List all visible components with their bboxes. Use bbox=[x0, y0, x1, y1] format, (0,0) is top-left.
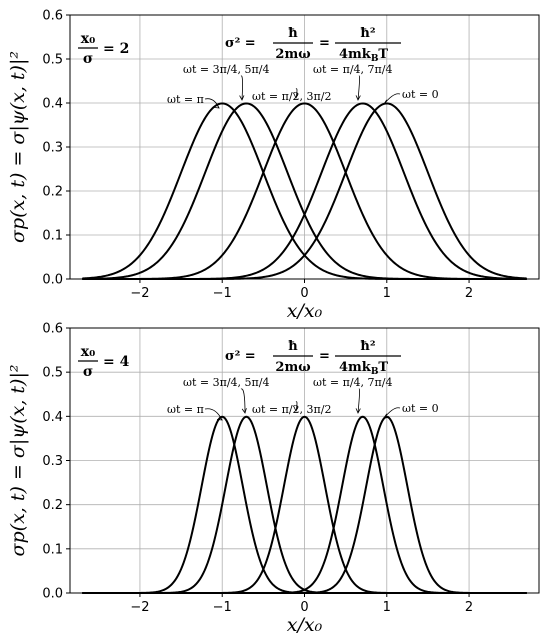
x-tick-label: 2 bbox=[465, 600, 473, 615]
ratio-denominator: σ bbox=[83, 364, 93, 380]
y-axis-label: σp(x, t) = σ|ψ(x, t)|² bbox=[7, 51, 29, 243]
annotation-label: ωt = 0 bbox=[402, 402, 439, 415]
annotation-label: ωt = π/2, 3π/2 bbox=[252, 90, 331, 103]
annotation-arrowhead bbox=[293, 93, 299, 99]
chart-panel-2: −2 −1 0 1 2 0.0 0.1 0.2 0.3 0.4 0.5 0.6 x/x₀ σp(x, t)… bbox=[7, 322, 540, 635]
annotation-arrow bbox=[357, 388, 360, 414]
y-tick-label: 0.2 bbox=[42, 498, 63, 513]
formula-frac2-den-tail: T bbox=[378, 360, 388, 375]
x-tick-label: 1 bbox=[383, 286, 391, 301]
ratio-numerator: x₀ bbox=[81, 31, 95, 47]
annotation-arrowhead bbox=[355, 408, 361, 414]
formula-frac1-den: 2mω bbox=[275, 360, 310, 375]
ratio-value: = 4 bbox=[103, 354, 130, 370]
chart-panel-1: −2 −1 0 1 2 0.0 0.1 0.2 0.3 0.4 0.5 0.6 x/x₀ σp(x, t)… bbox=[7, 9, 540, 322]
y-tick-label: 0.6 bbox=[42, 9, 63, 24]
annotation-arrow bbox=[295, 88, 298, 99]
formula-lhs: σ² = bbox=[225, 349, 256, 364]
y-tick-label: 0.5 bbox=[42, 366, 63, 381]
annotation-arrow bbox=[240, 388, 246, 414]
annotation-arrow bbox=[295, 401, 298, 412]
x-tick-label: 1 bbox=[383, 600, 391, 615]
y-tick-label: 0.3 bbox=[42, 141, 63, 156]
formula-frac1-den: 2mω bbox=[275, 47, 310, 62]
y-tick-label: 0.6 bbox=[42, 322, 63, 337]
x-tick-label: −2 bbox=[130, 600, 149, 615]
formula-frac1-num: ħ bbox=[288, 339, 298, 354]
formula-frac2-den: 4mkBT bbox=[339, 47, 388, 64]
x-tick-label: −1 bbox=[213, 600, 232, 615]
formula-frac2-den-sub: B bbox=[371, 367, 379, 377]
annotation-arrowhead bbox=[355, 95, 361, 101]
y-tick-label: 0.1 bbox=[42, 229, 63, 244]
x-axis-label: x/x₀ bbox=[287, 614, 323, 635]
x-tick-label: 0 bbox=[300, 600, 308, 615]
formula-lhs: σ² = bbox=[225, 36, 256, 51]
formula-frac2-num: ħ² bbox=[360, 26, 375, 41]
formula-frac2-den-sub: B bbox=[371, 54, 379, 64]
x-tick-label: 2 bbox=[465, 286, 473, 301]
annotation-arrowhead bbox=[383, 413, 390, 419]
y-tick-label: 0.0 bbox=[42, 273, 63, 288]
y-tick-label: 0.5 bbox=[42, 53, 63, 68]
annotation-label: ωt = 0 bbox=[402, 88, 439, 101]
annotation-arrowhead bbox=[239, 95, 245, 101]
y-tick-label: 0.2 bbox=[42, 185, 63, 200]
y-tick-label: 0.3 bbox=[42, 454, 63, 469]
annotation-arrowhead bbox=[293, 406, 299, 412]
x-tick-label: 0 bbox=[300, 286, 308, 301]
annotation-label: ωt = π bbox=[167, 403, 204, 416]
y-tick-label: 0.0 bbox=[42, 587, 63, 602]
annotation-arrow bbox=[357, 75, 360, 101]
annotation-arrowhead bbox=[213, 103, 220, 109]
ratio-numerator: x₀ bbox=[81, 344, 95, 360]
annotation-label: ωt = 3π/4, 5π/4 bbox=[183, 376, 269, 389]
y-tick-label: 0.4 bbox=[42, 410, 63, 425]
formula-frac2-den: 4mkBT bbox=[339, 360, 388, 377]
x-tick-label: −1 bbox=[213, 286, 232, 301]
annotation-label: ωt = π/4, 7π/4 bbox=[313, 376, 392, 389]
annotation-label: ωt = π/4, 7π/4 bbox=[313, 63, 392, 76]
annotation-arrowhead bbox=[241, 408, 247, 414]
ratio-value: = 2 bbox=[103, 41, 129, 57]
formula-equals: = bbox=[319, 36, 330, 51]
annotation-label: ωt = π/2, 3π/2 bbox=[252, 403, 331, 416]
x-tick-label: −2 bbox=[130, 286, 149, 301]
y-tick-label: 0.1 bbox=[42, 542, 63, 557]
formula-frac2-num: ħ² bbox=[360, 339, 375, 354]
y-axis-label: σp(x, t) = σ|ψ(x, t)|² bbox=[7, 365, 29, 557]
formula-frac2-den-main: 4mk bbox=[339, 360, 372, 375]
annotation-label: ωt = π bbox=[167, 93, 204, 106]
ratio-denominator: σ bbox=[83, 51, 93, 67]
formula-equals: = bbox=[319, 349, 330, 364]
annotation-arrowhead bbox=[216, 415, 223, 421]
formula-frac1-num: ħ bbox=[288, 26, 298, 41]
x-axis-label: x/x₀ bbox=[287, 300, 323, 322]
formula-frac2-den-main: 4mk bbox=[339, 47, 372, 62]
annotation-label: ωt = 3π/4, 5π/4 bbox=[183, 63, 269, 76]
y-tick-label: 0.4 bbox=[42, 97, 63, 112]
formula-frac2-den-tail: T bbox=[378, 47, 388, 62]
annotation-arrowhead bbox=[383, 99, 390, 105]
annotation-arrow bbox=[240, 75, 243, 101]
